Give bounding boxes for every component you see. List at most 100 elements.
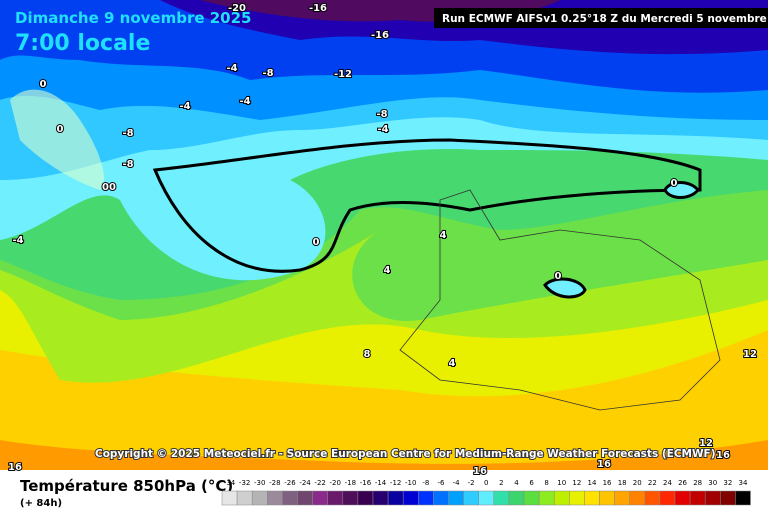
- legend-swatch: [523, 490, 540, 506]
- legend-swatch: [267, 490, 283, 506]
- legend-tick: 8: [544, 479, 548, 487]
- contour-label: 0: [40, 79, 47, 90]
- legend-swatch: [312, 490, 328, 506]
- legend-swatch: [463, 490, 479, 506]
- legend-tick: -16: [360, 479, 372, 487]
- contour-label: 16: [8, 462, 22, 473]
- contour-label: 4: [440, 230, 447, 241]
- legend-tick: -4: [453, 479, 461, 487]
- contour-label: 0: [57, 124, 64, 135]
- legend-tick: -6: [437, 479, 445, 487]
- contour-label: 12: [743, 349, 757, 360]
- legend-tick: 4: [514, 479, 519, 487]
- contour-label: 4: [449, 358, 456, 369]
- legend-tick: -28: [269, 479, 280, 487]
- legend-swatch: [644, 490, 661, 506]
- contour-label: 16: [597, 459, 611, 470]
- contour-label: -4: [12, 235, 23, 246]
- legend-swatch: [327, 490, 344, 506]
- legend-tick: -10: [405, 479, 416, 487]
- legend-tick: 6: [529, 479, 534, 487]
- legend-swatch: [251, 490, 268, 506]
- legend-tick: 16: [603, 479, 612, 487]
- contour-label: -8: [122, 159, 133, 170]
- legend-tick: 20: [633, 479, 642, 487]
- legend-tick: -30: [254, 479, 265, 487]
- legend-tick: -24: [299, 479, 311, 487]
- legend-swatch: [493, 490, 510, 506]
- copyright: Copyright © 2025 Meteociel.fr - Source E…: [95, 448, 716, 460]
- contour-label: -4: [179, 101, 190, 112]
- legend-tick: 26: [678, 479, 687, 487]
- legend-tick: 32: [723, 479, 732, 487]
- contour-label: -4: [377, 124, 388, 135]
- contour-label: -8: [122, 128, 133, 139]
- run-box: [434, 8, 768, 28]
- legend-swatch: [433, 490, 449, 506]
- contour-label: 0: [555, 271, 562, 282]
- legend-swatch: [674, 490, 691, 506]
- legend-swatch: [508, 490, 525, 506]
- legend-tick: -34: [224, 479, 236, 487]
- legend-tick: 10: [557, 479, 566, 487]
- time: 7:00 locale: [15, 31, 150, 56]
- legend-swatch: [599, 490, 615, 506]
- legend-title: Température 850hPa (°C): [20, 477, 233, 495]
- contour-label: 16: [473, 466, 487, 477]
- legend-tick: -14: [375, 479, 387, 487]
- run-info: Run ECMWF AIFSv1 0.25°18 Z du Mercredi 5…: [442, 13, 768, 25]
- legend-swatch: [584, 490, 600, 506]
- legend-tick: 18: [618, 479, 627, 487]
- legend-swatch: [387, 490, 404, 506]
- legend-tick: -8: [422, 479, 429, 487]
- legend-tick: 2: [499, 479, 503, 487]
- legend-swatch: [221, 490, 238, 506]
- legend-swatch: [614, 490, 630, 506]
- contour-label: 16: [716, 450, 730, 461]
- lead-time: (+ 84h): [20, 498, 62, 509]
- legend-tick: -26: [284, 479, 296, 487]
- legend-tick: 24: [663, 479, 672, 487]
- legend-tick: 0: [484, 479, 488, 487]
- legend-swatch: [689, 490, 706, 506]
- legend-swatch: [659, 490, 676, 506]
- contour-label: -4: [226, 63, 237, 74]
- contour-label: -4: [239, 96, 250, 107]
- legend-tick: -2: [468, 479, 475, 487]
- contour-label: 8: [364, 349, 371, 360]
- contour-label: 0: [671, 178, 678, 189]
- contour-label: 0: [313, 237, 320, 248]
- legend-swatch: [282, 490, 298, 506]
- legend-tick: 12: [572, 479, 581, 487]
- contour-label: 4: [384, 265, 391, 276]
- legend-tick: -22: [314, 479, 325, 487]
- contour-label: 00: [102, 182, 116, 193]
- legend-swatch: [418, 490, 434, 506]
- legend-swatch: [297, 490, 313, 506]
- legend-swatch: [342, 490, 359, 506]
- legend-tick: -18: [345, 479, 356, 487]
- legend-tick: 22: [648, 479, 657, 487]
- legend-swatch: [553, 490, 570, 506]
- legend-tick: -12: [390, 479, 401, 487]
- legend-swatch: [478, 490, 495, 506]
- legend-swatch: [448, 490, 464, 506]
- contour-label: -12: [334, 69, 352, 80]
- contour-label: -8: [262, 68, 273, 79]
- legend-tick: 34: [738, 479, 747, 487]
- contour-label: -8: [376, 109, 387, 120]
- legend-swatch: [704, 490, 721, 506]
- legend-swatch: [236, 490, 253, 506]
- map: [0, 0, 768, 470]
- legend-swatch: [735, 490, 751, 506]
- legend-tick: 14: [587, 479, 596, 487]
- contour-label: -20: [228, 3, 246, 14]
- legend-swatch: [538, 490, 555, 506]
- date: Dimanche 9 novembre 2025: [15, 9, 252, 27]
- legend-tick: 28: [693, 479, 702, 487]
- legend-swatch: [720, 490, 736, 506]
- contour-label: -16: [309, 3, 327, 14]
- legend-swatch: [402, 490, 419, 506]
- legend-swatch: [569, 490, 585, 506]
